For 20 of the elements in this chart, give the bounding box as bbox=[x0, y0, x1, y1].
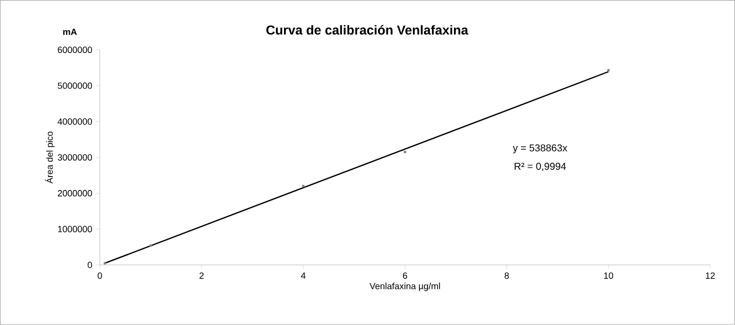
x-tick-label: 12 bbox=[706, 272, 715, 279]
x-tick-label: 2 bbox=[200, 272, 204, 279]
x-tick-label: 4 bbox=[301, 272, 306, 279]
y-tick-label: 6000000 bbox=[58, 46, 92, 54]
y-axis-title: Área del pico bbox=[44, 132, 55, 184]
annotation: y = 538863x bbox=[512, 144, 568, 154]
x-tick-label: 6 bbox=[402, 272, 408, 279]
y-tick-label: 2000000 bbox=[58, 190, 92, 197]
chart-title: Curva de calibración Venlafaxina bbox=[266, 25, 468, 35]
x-tick-label: 0 bbox=[98, 272, 102, 279]
x-tick-label: 10 bbox=[604, 272, 614, 279]
x-tick-label: 8 bbox=[504, 272, 509, 279]
y-tick-label: 5000000 bbox=[58, 82, 92, 89]
x-axis-title: Venlafaxina µg/ml bbox=[370, 282, 440, 292]
y-tick-label: 3000000 bbox=[58, 154, 92, 161]
y-tick-label: 4000000 bbox=[58, 118, 92, 125]
annotation: R² = 0,9994 bbox=[514, 162, 566, 172]
y-tick-label: 0 bbox=[88, 262, 92, 268]
text: mA bbox=[63, 28, 77, 36]
y-tick-label: 1000000 bbox=[58, 226, 92, 232]
